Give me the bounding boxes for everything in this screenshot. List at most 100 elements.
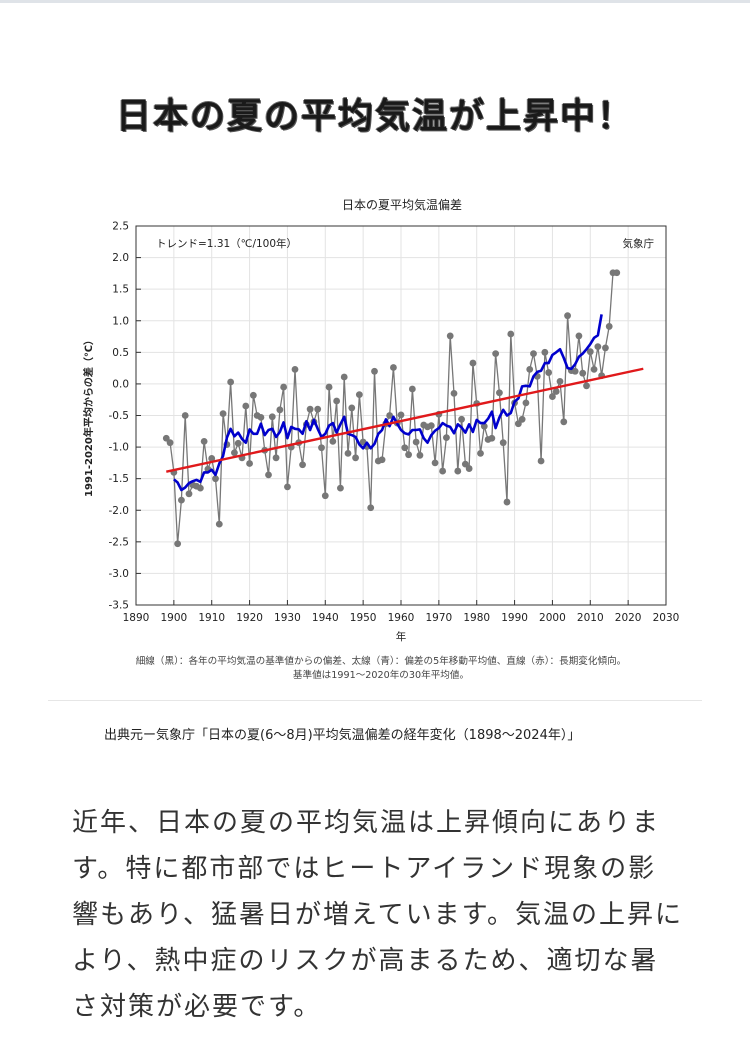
annual-anomaly-point: [541, 348, 549, 356]
moving-average-line: [173, 314, 603, 492]
x-tick-label: 1940: [312, 612, 339, 624]
annual-anomaly-point: [321, 492, 329, 500]
x-tick-label: 2020: [615, 612, 642, 624]
annual-anomaly-point: [465, 465, 473, 472]
annual-anomaly-point: [526, 365, 534, 373]
annual-anomaly-point: [246, 460, 253, 467]
data-series: [162, 269, 644, 548]
source-citation: 出典元ー気象庁「日本の夏(6～8月)平均気温偏差の経年変化（1898～2024年…: [104, 728, 581, 743]
annual-anomaly-point: [549, 393, 556, 400]
annual-anomaly-point: [257, 413, 265, 421]
annual-anomaly-point: [454, 467, 462, 475]
annual-anomaly-point: [344, 450, 352, 457]
x-tick-label: 1930: [274, 612, 301, 624]
annual-anomaly-point: [272, 454, 280, 462]
page-title: 日本の夏の平均気温が上昇中！: [115, 97, 634, 137]
annual-anomaly-point: [499, 439, 507, 447]
plot-frame: [135, 225, 667, 606]
annual-anomaly-point: [586, 348, 594, 356]
annual-anomaly-point: [518, 415, 526, 423]
annual-anomaly-point: [227, 378, 235, 386]
annual-anomaly-point: [318, 444, 325, 452]
annual-anomaly-point: [431, 459, 439, 467]
y-tick-label: 2.0: [112, 252, 129, 264]
annual-anomaly-point: [325, 383, 333, 391]
axis-ticks: 1890 1900 1910 1920 1930 1940 1950 1960 1970 1980…: [109, 221, 680, 625]
annual-anomaly-point: [446, 332, 454, 340]
annual-anomaly-point: [450, 389, 458, 397]
annual-anomaly-point: [329, 437, 337, 445]
y-tick-label: -0.5: [109, 410, 130, 422]
annual-anomaly-point: [590, 365, 598, 373]
annual-anomaly-point: [234, 439, 242, 447]
annual-anomaly-point: [231, 449, 238, 457]
chart-svg: 日本の夏平均気温偏差 1890 1900 1910 1920 1930 1940 1950 1…: [82, 197, 680, 681]
y-axis-label: 1991-2020年平均からの差（℃）: [82, 335, 95, 497]
annual-anomaly-point: [401, 444, 409, 452]
agency-label: 気象庁: [623, 237, 655, 250]
annual-anomaly-point: [390, 364, 397, 371]
annual-anomaly-point: [333, 397, 341, 405]
annual-anomaly-point: [458, 415, 465, 423]
x-tick-label: 1990: [501, 612, 528, 624]
y-tick-label: 0.5: [112, 347, 129, 359]
annual-anomaly-point: [284, 483, 291, 491]
annual-anomaly-point: [367, 504, 375, 512]
annual-anomaly-point: [522, 399, 530, 407]
annual-anomaly-point: [371, 367, 378, 375]
annual-anomaly-point: [605, 323, 613, 330]
annual-anomaly-point: [480, 422, 488, 430]
annual-anomaly-point: [492, 350, 500, 357]
y-tick-label: -3.5: [109, 600, 130, 612]
annual-anomaly-point: [552, 388, 560, 395]
annual-anomaly-point: [613, 269, 621, 277]
annual-anomaly-point: [162, 434, 170, 442]
annual-anomaly-point: [496, 389, 503, 397]
body-paragraph: 近年、日本の夏の平均気温は上昇傾向にあります。特に都市部ではヒートアイランド現象…: [72, 808, 684, 1022]
annual-anomaly-point: [181, 412, 189, 419]
x-tick-label: 1890: [123, 612, 150, 624]
annual-anomaly-point: [514, 420, 522, 428]
x-tick-label: 1950: [350, 612, 377, 624]
annual-anomaly-point: [268, 413, 276, 421]
y-tick-label: -1.5: [109, 473, 130, 485]
x-tick-label: 1970: [425, 612, 452, 624]
annual-anomaly-point: [314, 405, 322, 413]
x-tick-label: 1910: [198, 612, 225, 624]
annual-anomaly-point: [185, 490, 193, 498]
annual-anomaly-point: [443, 434, 450, 442]
annual-anomaly-point: [291, 365, 299, 373]
x-axis-label: 年: [396, 630, 407, 643]
annual-anomaly-point: [306, 405, 314, 413]
annual-anomaly-point: [594, 343, 602, 351]
annual-anomaly-point: [299, 461, 306, 469]
annual-anomaly-point: [352, 454, 359, 462]
x-tick-label: 1960: [388, 612, 415, 624]
annual-anomaly-point: [583, 382, 590, 390]
annual-anomaly-point: [219, 410, 227, 418]
y-tick-label: -2.0: [109, 505, 130, 517]
annual-anomaly-point: [602, 344, 609, 352]
section-divider: [48, 700, 702, 701]
annual-anomaly-point: [530, 350, 537, 357]
annual-anomaly-point: [507, 330, 515, 338]
annual-anomaly-point: [537, 457, 545, 465]
y-tick-label: 0.0: [112, 378, 129, 390]
annual-anomaly-point: [477, 450, 484, 457]
chart-caption-line1: 細線（黒）：各年の平均気温の基準値からの偏差、太線（青）：偏差の5年移動平均値、…: [136, 655, 627, 667]
x-tick-label: 2010: [577, 612, 604, 624]
annual-anomaly-point: [469, 359, 477, 367]
grid-lines: [135, 225, 667, 606]
x-tick-label: 2000: [539, 612, 566, 624]
annual-anomaly-point: [397, 411, 405, 419]
annual-anomaly-point: [405, 451, 412, 459]
annual-anomaly-point: [488, 434, 496, 442]
y-tick-label: 2.5: [112, 221, 129, 233]
annual-anomaly-point: [276, 406, 284, 414]
annual-anomaly-point: [200, 437, 208, 445]
annual-anomaly-point: [337, 484, 344, 492]
annual-anomaly-point: [556, 377, 564, 385]
annual-anomaly-point: [196, 484, 204, 492]
annual-anomaly-point: [174, 540, 182, 548]
annual-anomaly-point: [242, 402, 250, 410]
